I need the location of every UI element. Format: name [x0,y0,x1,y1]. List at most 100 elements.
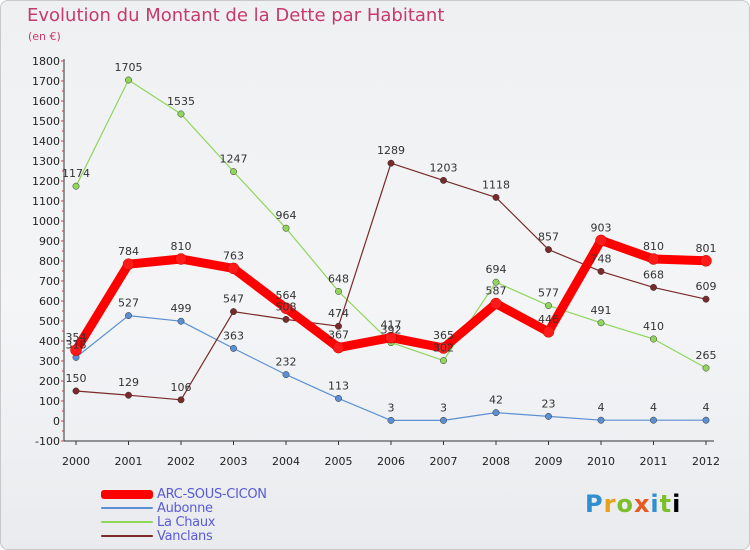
data-point [335,287,342,295]
data-point [332,341,345,354]
data-label: 694 [486,263,507,276]
data-label: 1289 [377,144,405,157]
legend-item-aubonne: Aubonne [101,500,267,516]
data-point [650,416,657,424]
data-label: 609 [696,280,717,293]
y-tick-label: 200 [39,375,60,388]
y-tick-label: 100 [39,395,60,408]
data-point [647,253,660,265]
data-label: 810 [171,240,192,253]
data-point [70,344,82,356]
data-label: 365 [433,329,454,342]
data-label: 577 [538,287,559,300]
legend-swatch [101,507,153,509]
data-point [125,312,132,320]
proxiti-logo: Proxiti [585,490,682,518]
data-label: 648 [328,272,349,285]
y-tick-label: 900 [39,235,60,248]
y-tick-label: 1200 [32,175,60,188]
data-label: 964 [276,209,297,222]
data-point [387,159,395,167]
data-point [542,326,555,338]
data-point [702,364,710,372]
data-point [545,302,552,310]
data-point [545,412,552,420]
data-point [490,297,502,310]
y-tick-label: 1100 [32,195,60,208]
data-point [72,182,80,190]
y-tick-label: 600 [39,295,60,308]
data-label: 587 [486,285,507,298]
data-label: 1535 [167,95,195,108]
data-label: 784 [118,245,139,258]
data-point [597,267,605,275]
data-point [122,258,135,270]
data-point [492,409,500,417]
data-label: 23 [542,397,556,410]
data-point [125,391,132,399]
x-tick-label: 2007 [430,455,458,468]
data-label: 42 [489,394,503,407]
data-label: 1203 [430,161,458,174]
x-tick-label: 2004 [272,455,300,468]
chart-unit: (en €) [28,30,61,43]
y-tick-label: 1400 [32,135,60,148]
data-point [230,168,237,176]
data-label: 129 [118,376,139,389]
data-label: 547 [223,293,244,306]
legend-item-vanclans: Vanclans [101,529,267,544]
data-point [650,283,657,291]
y-tick-label: 300 [39,355,60,368]
data-label: 763 [223,249,244,262]
data-point [440,416,447,424]
y-tick-label: 800 [39,255,60,268]
data-label: 1118 [482,178,510,191]
data-label: 491 [591,304,612,317]
data-point [437,342,450,354]
x-tick-label: 2010 [587,455,615,468]
data-label: 363 [223,329,244,342]
y-tick-label: 700 [39,275,60,288]
data-label: 4 [703,401,710,414]
legend-swatch [101,535,153,537]
x-tick-label: 2009 [535,455,563,468]
data-label: 410 [643,320,664,333]
data-point [282,224,290,232]
data-point [387,416,395,424]
data-point [597,319,605,327]
legend-item-arc-sous-cicon: ARC-SOUS-CICON [101,487,267,502]
legend-item-la-chaux: La Chaux [101,515,267,530]
data-point [702,295,710,303]
data-point [230,308,237,316]
legend-label: Aubonne [157,500,213,516]
data-label: 106 [171,381,192,394]
data-label: 508 [276,300,297,313]
data-point [282,371,290,379]
y-tick-label: 500 [39,315,60,328]
data-point [227,262,240,275]
chart-title: Evolution du Montant de la Dette par Hab… [27,5,445,26]
data-label: 668 [643,268,664,281]
data-point [597,416,605,424]
data-point [230,344,237,352]
data-label: 265 [696,349,717,362]
data-label: 474 [328,307,349,320]
x-tick-label: 2005 [325,455,353,468]
chart-legend: ARC-SOUS-CICON Aubonne La Chaux Vanclans [101,487,267,544]
data-point [492,278,500,286]
data-label: 232 [276,356,297,369]
y-tick-label: 1700 [32,75,60,88]
data-label: 1247 [220,153,248,166]
data-point [175,253,187,265]
y-tick-label: -100 [35,435,60,448]
data-label: 1174 [62,167,90,180]
x-tick-label: 2012 [692,455,720,468]
data-label: 748 [591,252,612,265]
data-label: 354 [66,331,87,344]
data-label: 4 [598,401,605,414]
data-label: 810 [643,240,664,253]
x-tick-label: 2003 [220,455,248,468]
x-tick-label: 2000 [62,455,90,468]
